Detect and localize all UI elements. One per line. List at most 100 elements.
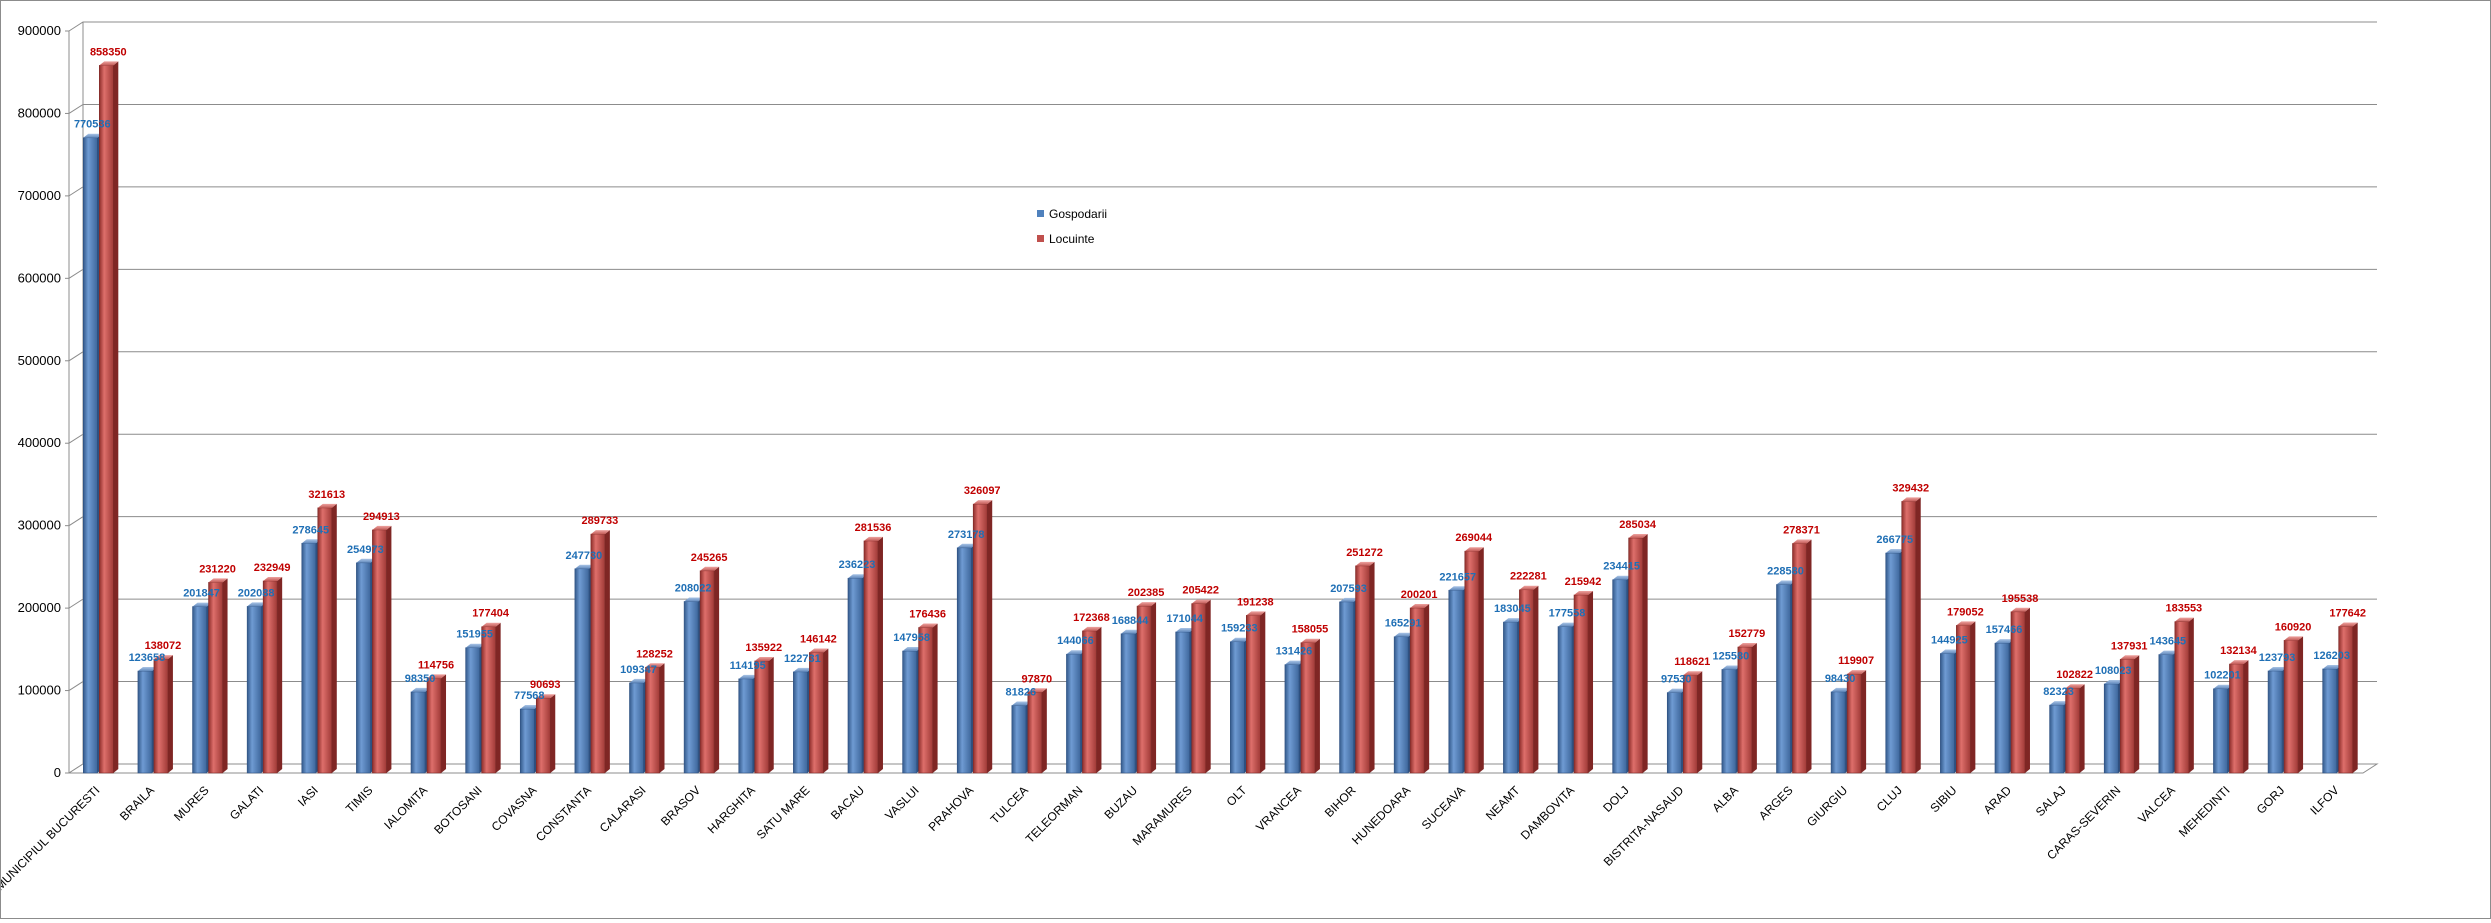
data-label-gospodarii: 770536: [74, 119, 111, 131]
bar-top-locuinte: [863, 536, 883, 541]
y-tick-label: 100000: [18, 683, 61, 698]
bar-locuinte-galati: [262, 580, 278, 774]
data-label-locuinte: 128252: [636, 648, 673, 660]
data-label-locuinte: 231220: [199, 563, 236, 575]
data-label-gospodarii: 278645: [292, 524, 329, 536]
x-category-label: VRANCEA: [1253, 783, 1304, 834]
data-label-locuinte: 289733: [582, 515, 619, 527]
bar-gospodarii-bihor: [1339, 601, 1354, 774]
data-label-locuinte: 135922: [745, 642, 782, 654]
bar-top-gospodarii: [411, 687, 431, 692]
data-label-gospodarii: 151955: [456, 629, 493, 641]
bar-locuinte-calarasi: [645, 666, 660, 774]
y-tick-label: 300000: [18, 518, 61, 533]
bar-top-locuinte: [1956, 621, 1976, 626]
data-label-locuinte: 294913: [363, 511, 400, 523]
bar-top-locuinte: [372, 525, 392, 530]
bar-gospodarii-giurgiu: [1830, 691, 1846, 774]
bar-top-gospodarii: [902, 647, 922, 652]
bar-gospodarii-ialomita: [410, 691, 426, 774]
bar-locuinte-tulcea: [1027, 692, 1043, 774]
gridline: [68, 351, 2377, 362]
bar-top-locuinte: [1137, 602, 1157, 607]
bar-top-gospodarii: [1121, 629, 1141, 634]
data-label-gospodarii: 254973: [347, 544, 384, 556]
data-label-gospodarii: 144925: [1931, 635, 1968, 647]
bar-locuinte-sibiu: [1956, 625, 1971, 774]
bar-top-locuinte: [1519, 585, 1539, 590]
data-label-locuinte: 146142: [800, 634, 837, 646]
bar-side-locuinte: [1751, 643, 1757, 773]
data-label-locuinte: 176436: [909, 609, 946, 621]
x-category-label: TULCEA: [988, 783, 1031, 826]
x-category-label: GORJ: [2254, 783, 2287, 816]
bar-top-locuinte: [317, 503, 337, 508]
bar-gospodarii-alba: [1721, 669, 1737, 774]
bar-top-gospodarii: [1558, 622, 1578, 627]
x-category-label: SALAJ: [2033, 783, 2069, 819]
bar-locuinte-timis: [372, 529, 387, 774]
bar-side-locuinte: [2298, 636, 2304, 773]
y-tick-label: 500000: [18, 353, 61, 368]
x-category-label: NEAMT: [1483, 783, 1523, 823]
bar-locuinte-harghita: [754, 660, 770, 774]
x-category-label: DOLJ: [1600, 783, 1632, 815]
bar-locuinte-prahova: [972, 503, 988, 774]
bar-top-locuinte: [2174, 617, 2194, 622]
data-label-locuinte: 321613: [308, 489, 345, 501]
data-label-locuinte: 278371: [1783, 524, 1820, 536]
data-label-locuinte: 232949: [254, 562, 291, 574]
bar-gospodarii-vaslui: [902, 650, 917, 774]
bars: [83, 61, 2358, 774]
data-label-locuinte: 172368: [1073, 612, 1110, 624]
data-label-gospodarii: 123793: [2259, 652, 2296, 664]
x-category-label: TELEORMAN: [1023, 783, 1086, 846]
x-category-label: VALCEA: [2135, 783, 2178, 826]
bar-locuinte-giurgiu: [1846, 673, 1862, 774]
bar-top-locuinte: [536, 694, 556, 699]
bar-top-gospodarii: [1066, 650, 1086, 655]
bar-gospodarii-calarasi: [629, 682, 644, 774]
bar-top-gospodarii: [1394, 632, 1414, 637]
bar-side-locuinte: [1424, 603, 1430, 773]
bar-locuinte-bihor: [1355, 565, 1370, 774]
bar-top-gospodarii: [2104, 679, 2124, 684]
data-label-locuinte: 200201: [1401, 589, 1438, 601]
bar-side-locuinte: [604, 530, 610, 773]
bar-top-gospodarii: [738, 674, 758, 679]
data-label-gospodarii: 143645: [2149, 636, 2186, 648]
data-label-locuinte: 215942: [1565, 576, 1602, 588]
data-label-locuinte: 158055: [1292, 624, 1329, 636]
y-tick-label: 900000: [18, 23, 61, 38]
x-category-label: GIURGIU: [1804, 783, 1850, 829]
legend: Gospodarii Locuinte: [1037, 207, 1107, 246]
bar-side-locuinte: [2243, 660, 2249, 773]
bar-top-locuinte: [1191, 599, 1211, 604]
bar-locuinte-mures: [208, 582, 223, 774]
x-category-label: BRASOV: [658, 783, 703, 828]
data-label-gospodarii: 98430: [1825, 673, 1856, 685]
bar-gospodarii-valcea: [2158, 654, 2174, 774]
bar-locuinte-maramures: [1191, 603, 1206, 774]
legend-label-gospodarii: Gospodarii: [1049, 207, 1107, 221]
bar-top-gospodarii: [574, 564, 594, 569]
bar-side-locuinte: [1642, 534, 1648, 773]
bar-side-locuinte: [331, 503, 337, 773]
bar-gospodarii-caras-severin: [2103, 683, 2119, 774]
bar-gospodarii-covasna: [519, 708, 535, 774]
data-label-locuinte: 281536: [855, 522, 892, 534]
x-category-label: HARGHITA: [705, 783, 758, 836]
bar-side-locuinte: [823, 648, 829, 773]
bar-gospodarii-maramures: [1175, 631, 1190, 774]
bar-side-locuinte: [1970, 621, 1976, 773]
data-label-locuinte: 205422: [1182, 585, 1219, 597]
bar-side-locuinte: [1697, 671, 1703, 773]
bar-side-locuinte: [2134, 655, 2140, 773]
bar-locuinte-bacau: [863, 540, 879, 774]
bar-gospodarii-mehedinti: [2213, 688, 2228, 774]
gridline: [68, 103, 2377, 114]
bar-side-locuinte: [1588, 590, 1594, 773]
bar-gospodarii-neamt: [1503, 621, 1518, 774]
data-label-gospodarii: 201847: [183, 588, 220, 600]
bar-locuinte-iasi: [317, 507, 333, 774]
